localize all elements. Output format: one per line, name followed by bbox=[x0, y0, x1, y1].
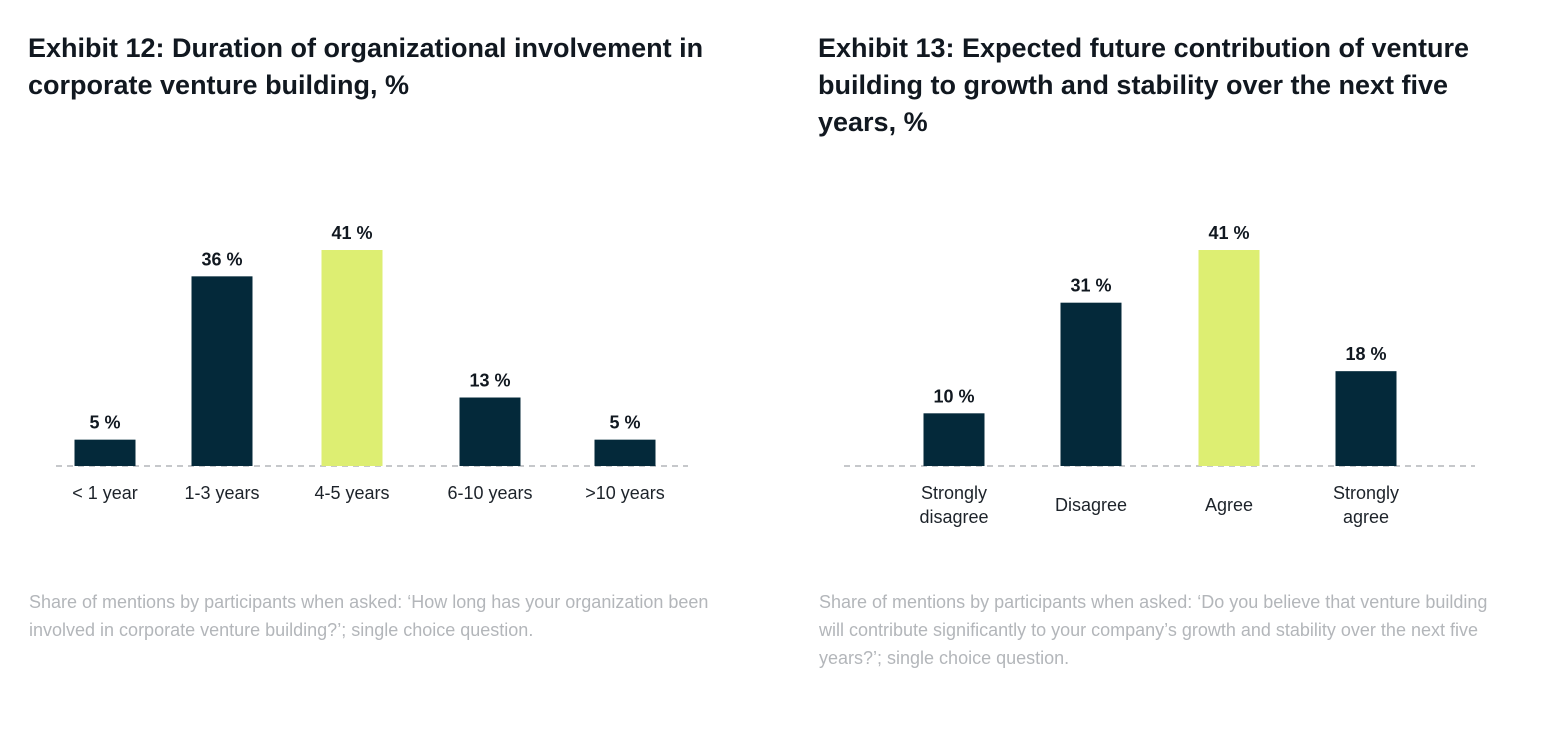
bar bbox=[923, 413, 985, 466]
category-label: 1-3 years bbox=[184, 483, 259, 503]
category-label-line: Agree bbox=[1205, 495, 1253, 515]
value-label: 36 % bbox=[201, 249, 242, 269]
category-label-line: Strongly bbox=[1333, 483, 1399, 503]
category-label-line: agree bbox=[1343, 507, 1389, 527]
category-label-line: Strongly bbox=[921, 483, 987, 503]
exhibit-12-footnote: Share of mentions by participants when a… bbox=[29, 592, 709, 640]
exhibit-13-title: Exhibit 13: Expected future contribution… bbox=[818, 33, 1470, 137]
value-label: 31 % bbox=[1070, 276, 1111, 296]
exhibit-13: Exhibit 13: Expected future contribution… bbox=[818, 0, 1518, 740]
category-label: Agree bbox=[1205, 495, 1253, 515]
category-label: 6-10 years bbox=[447, 483, 532, 503]
category-label: Disagree bbox=[1055, 495, 1127, 515]
bar bbox=[1335, 371, 1397, 466]
exhibit-12-bar-chart: 5 % < 1 year 36 % 1-3 years 41 % 4-5 years 13 … bbox=[56, 223, 688, 503]
bar bbox=[594, 439, 656, 466]
exhibit-13-footnote: Share of mentions by participants when a… bbox=[819, 592, 1488, 668]
category-label: 4-5 years bbox=[314, 483, 389, 503]
category-label: Strongly disagree bbox=[919, 483, 988, 527]
bar bbox=[321, 250, 383, 466]
exhibit-12: Exhibit 12: Duration of organizational i… bbox=[28, 0, 728, 740]
bar bbox=[459, 397, 521, 466]
value-label: 18 % bbox=[1345, 344, 1386, 364]
exhibit-12-title: Exhibit 12: Duration of organizational i… bbox=[28, 33, 704, 100]
value-label: 5 % bbox=[89, 413, 120, 433]
category-label: >10 years bbox=[585, 483, 665, 503]
value-label: 5 % bbox=[609, 413, 640, 433]
bar bbox=[1060, 302, 1122, 466]
bar bbox=[1198, 250, 1260, 466]
exhibit-13-bar-chart: 10 % Strongly disagree 31 % Disagree 41 % Agre… bbox=[844, 223, 1475, 527]
value-label: 10 % bbox=[933, 386, 974, 406]
category-label-line: Disagree bbox=[1055, 495, 1127, 515]
category-label: < 1 year bbox=[72, 483, 138, 503]
category-label-line: disagree bbox=[919, 507, 988, 527]
value-label: 13 % bbox=[469, 371, 510, 391]
value-label: 41 % bbox=[331, 223, 372, 243]
bar bbox=[74, 439, 136, 466]
value-label: 41 % bbox=[1208, 223, 1249, 243]
bar bbox=[191, 276, 253, 466]
category-label: Strongly agree bbox=[1333, 483, 1399, 527]
